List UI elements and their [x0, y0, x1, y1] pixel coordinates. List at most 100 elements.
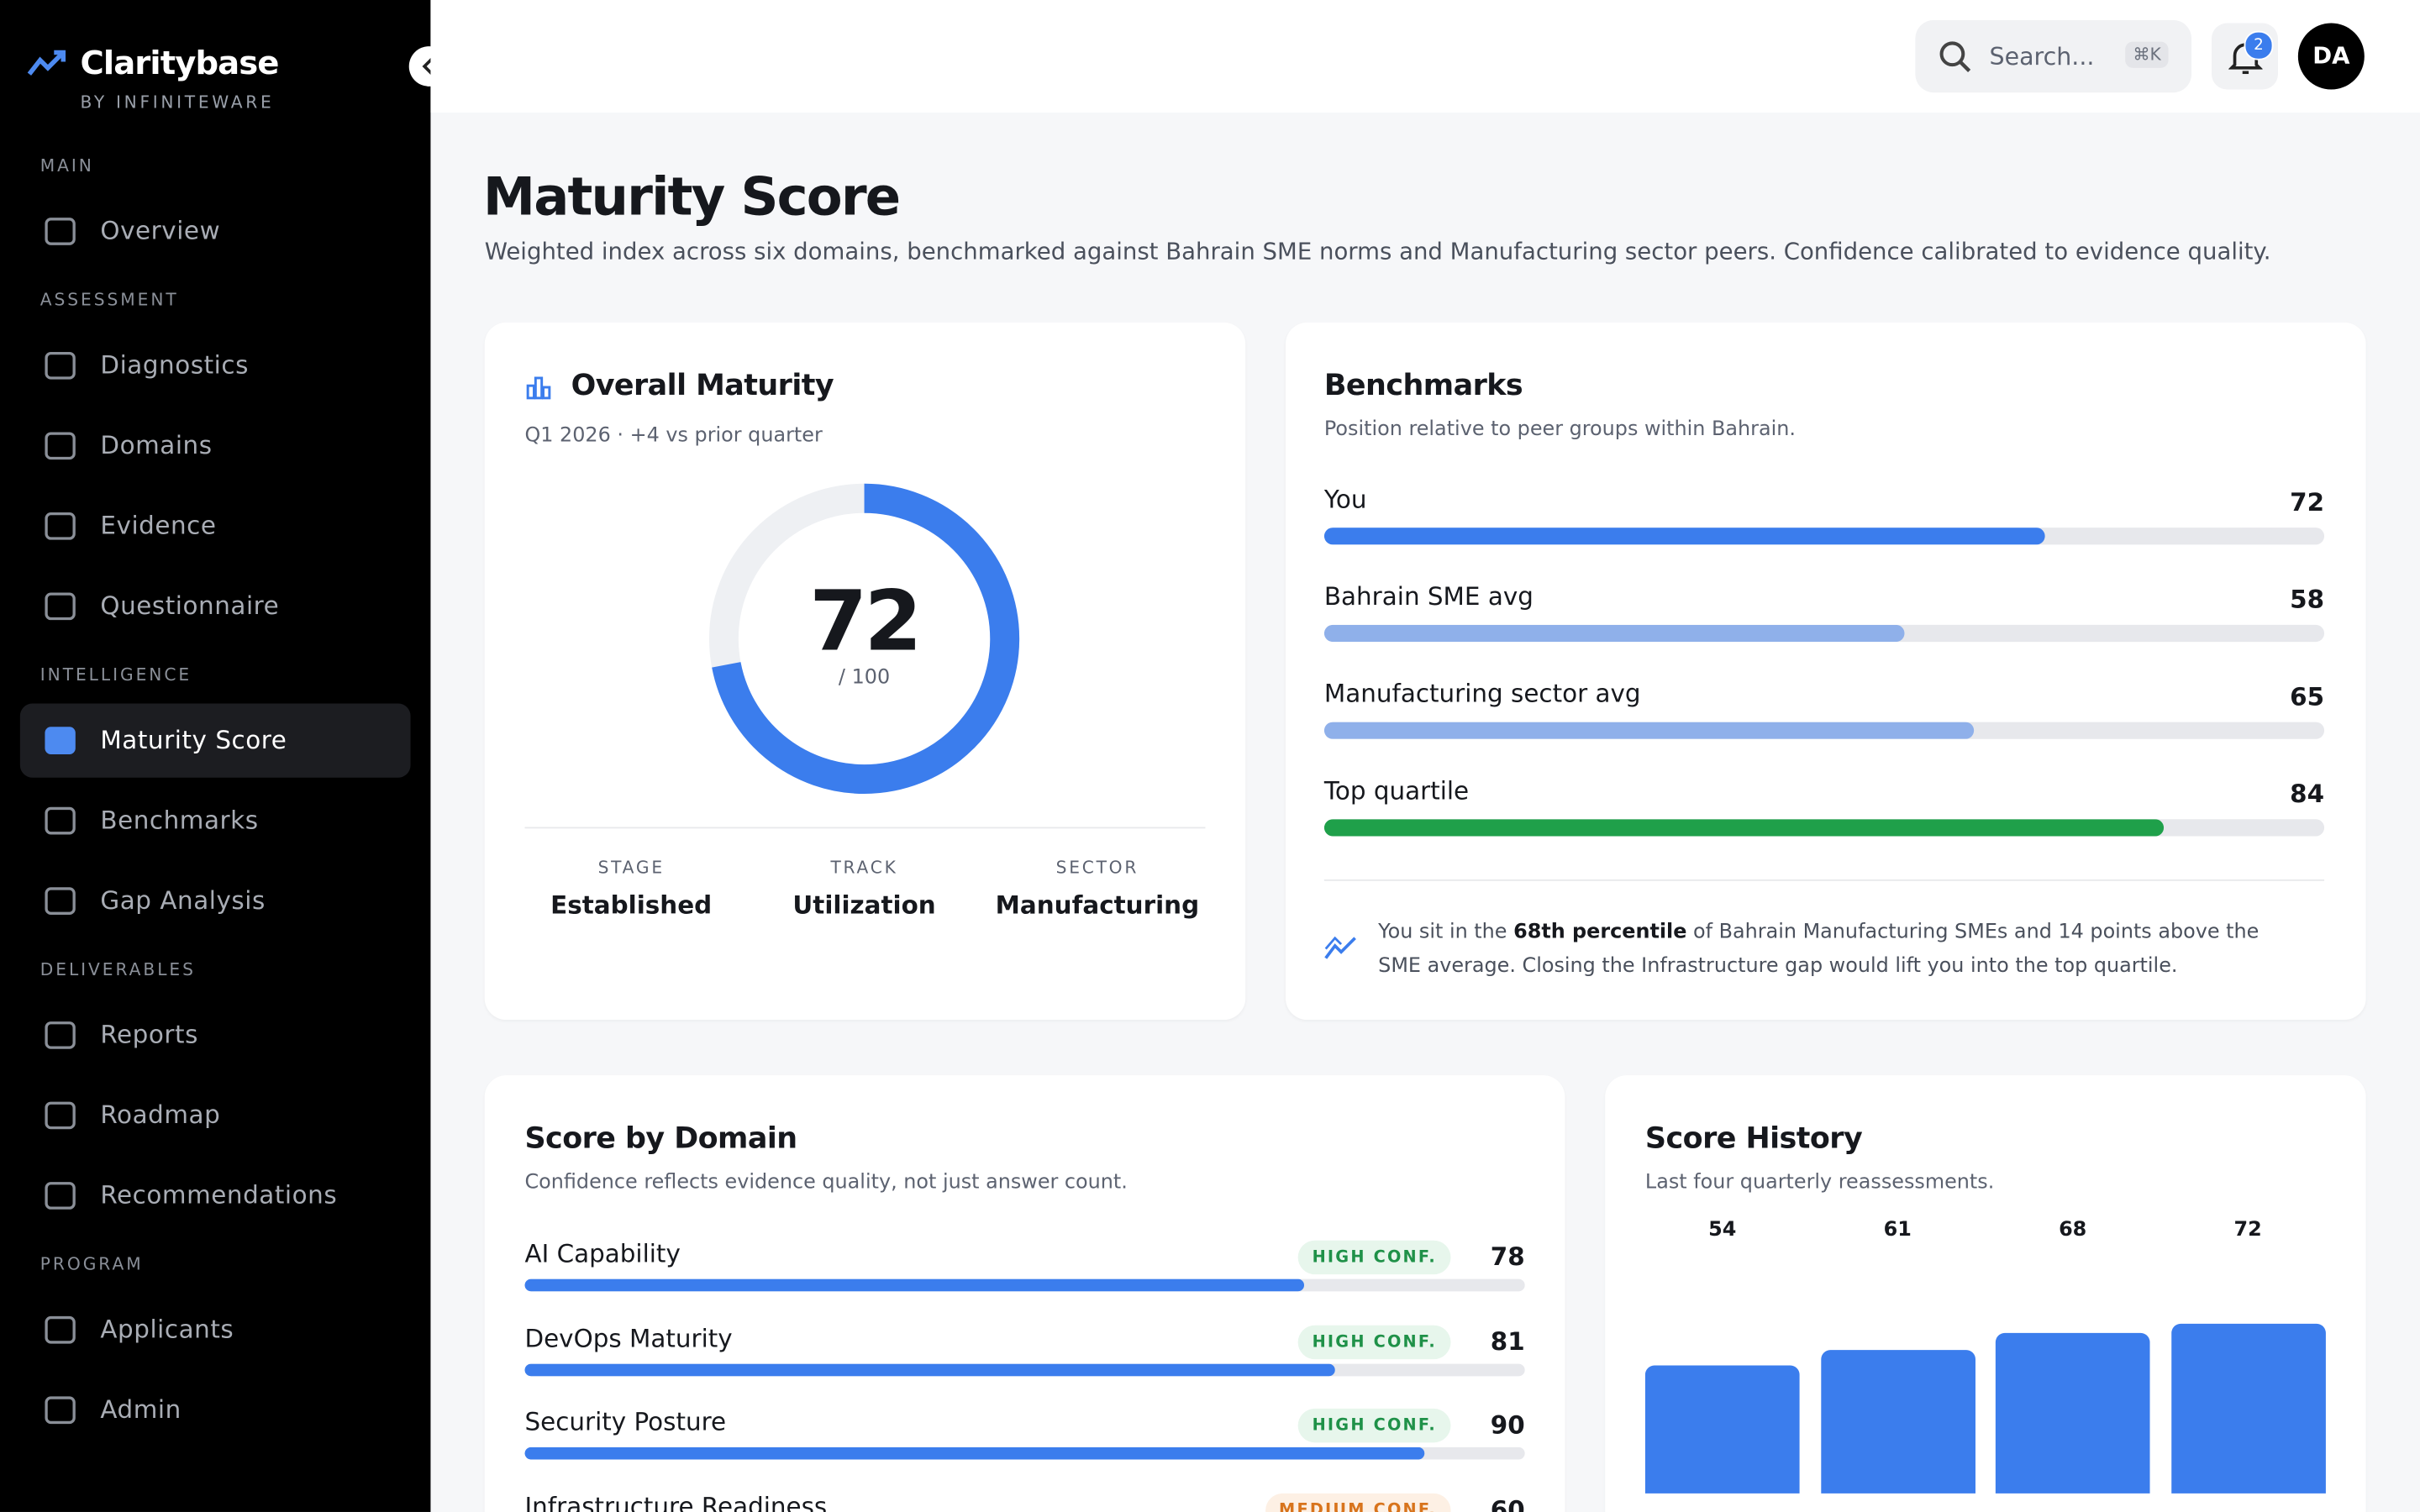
history-card: Score History Last four quarterly reasse…	[1605, 1075, 2366, 1512]
confidence-badge: HIGH CONF.	[1298, 1324, 1451, 1359]
stat-value: Manufacturing	[995, 890, 1200, 920]
domain-score: 81	[1490, 1326, 1525, 1356]
note-icon	[1324, 936, 1356, 959]
stat-label: STAGE	[597, 858, 665, 879]
note-text: You sit in the	[1378, 921, 1514, 945]
nav-item[interactable]: Applicants	[20, 1293, 411, 1367]
history-bar	[2170, 1323, 2325, 1494]
gauge-arc	[708, 483, 1020, 794]
nav-icon	[45, 1101, 76, 1130]
notifications-button[interactable]: 2	[2211, 23, 2278, 90]
bar-track	[1323, 819, 2325, 837]
confidence-badge: HIGH CONF.	[1298, 1408, 1451, 1443]
benchmark-label: You	[1323, 484, 1367, 514]
nav-label: Admin	[100, 1394, 182, 1425]
nav-label: Evidence	[100, 510, 217, 540]
icon-shape	[45, 1396, 76, 1425]
nav-item[interactable]: Overview	[20, 194, 411, 268]
nav-icon	[45, 432, 76, 460]
card-title: Overall Maturity	[571, 368, 834, 403]
nav-section-label: DELIVERABLES	[39, 959, 196, 980]
bar-track	[524, 1278, 1525, 1292]
card-subtitle: Last four quarterly reassessments.	[1644, 1171, 1995, 1194]
domain-name: Infrastructure Readiness	[524, 1491, 828, 1512]
confidence-badge: MEDIUM CONF.	[1265, 1493, 1451, 1512]
brand-name: Claritybase	[80, 45, 280, 82]
page-subtitle: Weighted index across six domains, bench…	[484, 237, 2271, 265]
nav-item[interactable]: Roadmap	[20, 1079, 411, 1152]
avatar[interactable]: DA	[2297, 23, 2365, 90]
nav-item[interactable]: Evidence	[20, 489, 411, 563]
nav-label: Applicants	[100, 1314, 234, 1344]
benchmark-value: 84	[2290, 779, 2325, 809]
score-scale: / 100	[838, 666, 891, 690]
nav-item[interactable]: Recommendations	[20, 1158, 411, 1232]
nav-label: Maturity Score	[100, 725, 287, 755]
domain-score: 60	[1490, 1494, 1525, 1512]
score-value: 72	[809, 572, 922, 670]
stat-value: Utilization	[792, 890, 936, 920]
benchmarks-card: Benchmarks Position relative to peer gro…	[1285, 322, 2366, 1021]
nav-item[interactable]: Domains	[20, 409, 411, 483]
sidebar: Claritybase BY INFINITEWARE MAIN Overview…	[0, 0, 431, 1512]
benchmark-label: Manufacturing sector avg	[1323, 679, 1641, 709]
icon-shape	[45, 887, 76, 915]
nav-icon	[45, 806, 76, 835]
domain-name: AI Capability	[524, 1238, 681, 1268]
nav-item[interactable]: Maturity Score	[19, 703, 411, 778]
nav-icon	[45, 1182, 76, 1210]
benchmark-label: Bahrain SME avg	[1323, 581, 1534, 612]
nav-icon	[45, 512, 76, 540]
bar	[524, 1278, 1305, 1292]
nav-label: Reports	[100, 1020, 198, 1049]
stat-label: TRACK	[830, 858, 898, 879]
history-value: 61	[1883, 1218, 1912, 1242]
nav-item[interactable]: Reports	[20, 998, 411, 1072]
nav-item[interactable]: Admin	[20, 1373, 411, 1447]
nav-item[interactable]: Benchmarks	[20, 784, 411, 858]
nav-section-label: PROGRAM	[39, 1254, 144, 1275]
nav-section-label: ASSESSMENT	[39, 290, 179, 311]
nav-icon	[45, 887, 76, 915]
benchmark-note: You sit in the 68th percentile of Bahrai…	[1378, 916, 2304, 984]
nav-label: Gap Analysis	[100, 885, 266, 916]
overall-card: Overall Maturity Q1 2026 · +4 vs prior q…	[484, 322, 1246, 1021]
nav-section-label: INTELLIGENCE	[39, 664, 192, 685]
nav-item[interactable]: Questionnaire	[20, 570, 411, 643]
card-title: Score by Domain	[524, 1121, 797, 1156]
gauge	[708, 483, 1020, 794]
nav-icon	[45, 592, 76, 621]
nav-item[interactable]: Gap Analysis	[20, 864, 411, 938]
domain-name: DevOps Maturity	[524, 1322, 733, 1352]
domain-score: 78	[1490, 1242, 1525, 1272]
card-subtitle: Q1 2026 · +4 vs prior quarter	[524, 424, 823, 448]
header: Search... ⌘K 2 DA	[430, 0, 2420, 113]
nav-section-label: MAIN	[39, 155, 94, 176]
nav-icon	[45, 351, 76, 380]
note-text: of Bahrain Manufacturing SMEs and 14 poi…	[1378, 921, 2260, 979]
history-value: 68	[2059, 1218, 2087, 1242]
logo-icon	[27, 50, 66, 76]
bar-track	[1323, 722, 2325, 739]
divider	[1323, 879, 2325, 881]
nav-icon	[45, 727, 76, 754]
nav-icon	[45, 1396, 76, 1425]
benchmark-value: 65	[2290, 681, 2325, 711]
icon-shape	[45, 1315, 76, 1344]
domain-score: 90	[1490, 1410, 1525, 1440]
search[interactable]: Search... ⌘K	[1915, 19, 2192, 93]
nav-label: Benchmarks	[100, 805, 259, 835]
nav-label: Roadmap	[100, 1100, 221, 1130]
card-subtitle: Position relative to peer groups within …	[1323, 417, 1796, 442]
bar	[524, 1446, 1425, 1460]
divider	[524, 827, 1206, 829]
brand-tagline: BY INFINITEWARE	[80, 92, 275, 113]
icon-shape	[45, 351, 76, 380]
nav-label: Questionnaire	[100, 591, 280, 621]
nav-item[interactable]: Diagnostics	[20, 328, 411, 402]
bar	[1323, 819, 2165, 837]
history-value: 72	[2233, 1218, 2262, 1242]
notification-count: 2	[2244, 30, 2274, 60]
